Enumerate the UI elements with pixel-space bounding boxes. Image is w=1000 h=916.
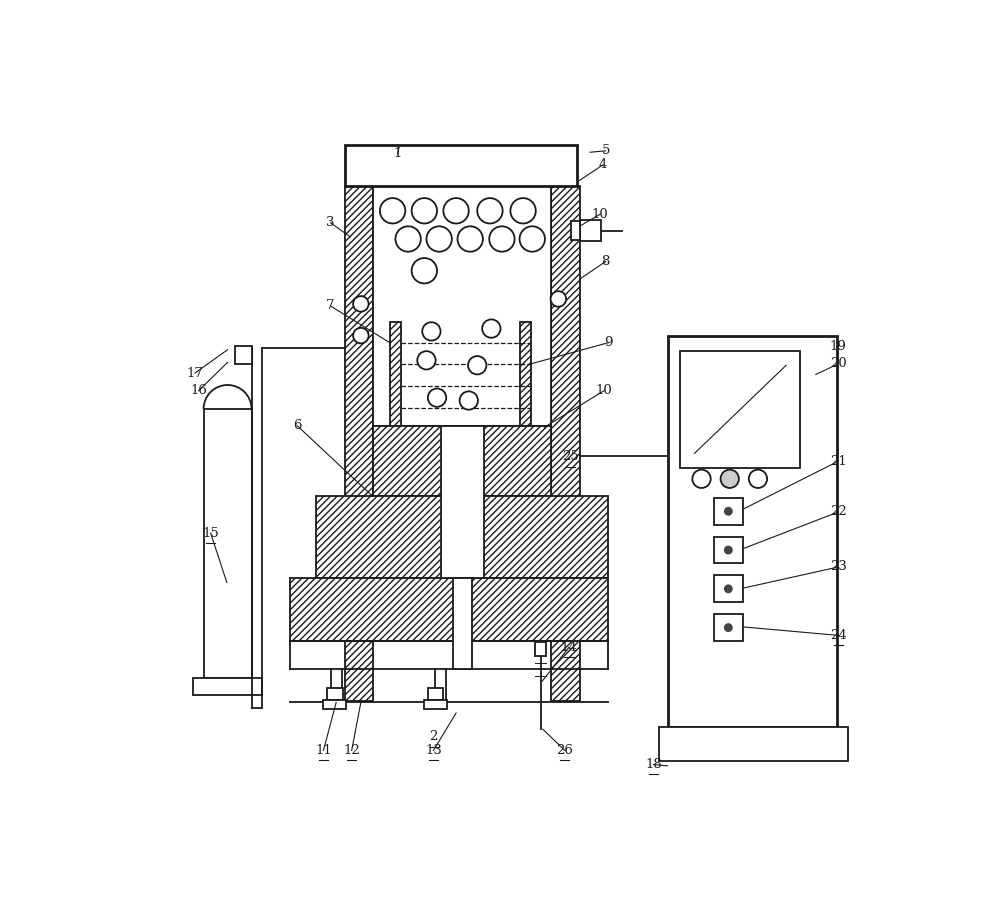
Bar xyxy=(714,537,743,563)
Bar xyxy=(714,615,743,641)
Bar xyxy=(580,220,601,241)
Bar xyxy=(345,145,577,186)
Bar xyxy=(474,426,551,496)
Bar xyxy=(668,335,837,727)
Text: 10: 10 xyxy=(592,208,608,221)
Text: 7: 7 xyxy=(326,300,335,312)
Circle shape xyxy=(422,322,441,341)
Bar xyxy=(520,322,531,426)
Bar xyxy=(345,186,373,701)
Bar xyxy=(327,688,343,700)
Bar xyxy=(373,186,551,426)
Text: 23: 23 xyxy=(830,561,847,573)
Text: 10: 10 xyxy=(596,384,613,398)
Bar xyxy=(535,642,546,656)
Bar xyxy=(235,346,252,364)
Text: 15: 15 xyxy=(202,527,219,540)
Text: 16: 16 xyxy=(190,384,207,398)
Circle shape xyxy=(721,470,739,488)
Text: 22: 22 xyxy=(830,506,847,518)
Circle shape xyxy=(510,198,536,224)
Circle shape xyxy=(412,198,437,224)
Circle shape xyxy=(426,226,452,252)
Circle shape xyxy=(725,585,732,593)
Bar xyxy=(441,426,484,578)
Text: 19: 19 xyxy=(830,340,847,353)
Text: 14: 14 xyxy=(561,641,577,654)
Text: 20: 20 xyxy=(830,357,847,370)
Circle shape xyxy=(468,356,486,375)
Circle shape xyxy=(692,470,711,488)
Circle shape xyxy=(380,198,405,224)
Bar xyxy=(659,727,848,761)
Text: 6: 6 xyxy=(293,420,302,432)
Bar xyxy=(390,322,401,426)
Text: 1: 1 xyxy=(393,147,402,160)
Text: 17: 17 xyxy=(187,366,204,379)
Circle shape xyxy=(551,291,566,307)
Circle shape xyxy=(443,198,469,224)
Bar xyxy=(714,498,743,525)
Circle shape xyxy=(412,258,437,283)
Text: 3: 3 xyxy=(326,216,335,229)
Circle shape xyxy=(725,547,732,553)
Circle shape xyxy=(482,320,501,338)
Bar xyxy=(316,496,608,578)
Text: 11: 11 xyxy=(315,744,332,757)
Bar xyxy=(193,678,262,695)
Circle shape xyxy=(353,296,369,311)
Circle shape xyxy=(457,226,483,252)
Text: 18: 18 xyxy=(645,758,662,771)
Circle shape xyxy=(489,226,515,252)
Bar xyxy=(453,578,472,670)
Circle shape xyxy=(353,328,369,344)
Text: 21: 21 xyxy=(830,454,847,468)
Circle shape xyxy=(749,470,767,488)
Bar xyxy=(680,351,800,467)
Text: 25: 25 xyxy=(562,451,579,463)
Circle shape xyxy=(477,198,503,224)
Text: 8: 8 xyxy=(601,255,610,268)
Text: 4: 4 xyxy=(599,158,607,171)
Circle shape xyxy=(460,391,478,409)
Circle shape xyxy=(428,388,446,407)
Text: 5: 5 xyxy=(601,145,610,158)
Circle shape xyxy=(725,624,732,631)
Bar xyxy=(571,222,580,240)
Circle shape xyxy=(725,507,732,515)
Bar xyxy=(290,578,608,641)
Circle shape xyxy=(395,226,421,252)
Text: 13: 13 xyxy=(425,744,442,757)
Text: 26: 26 xyxy=(556,744,573,757)
Text: 12: 12 xyxy=(343,744,360,757)
Bar xyxy=(373,426,450,496)
Bar xyxy=(450,426,474,496)
Text: 24: 24 xyxy=(830,629,847,642)
Bar xyxy=(428,688,443,700)
Bar xyxy=(714,575,743,602)
Text: 9: 9 xyxy=(604,336,613,349)
Circle shape xyxy=(520,226,545,252)
Circle shape xyxy=(417,351,436,369)
Bar xyxy=(204,409,252,678)
Bar xyxy=(424,700,447,709)
Bar xyxy=(551,186,580,701)
Text: 2: 2 xyxy=(429,730,438,744)
Bar xyxy=(323,700,346,709)
